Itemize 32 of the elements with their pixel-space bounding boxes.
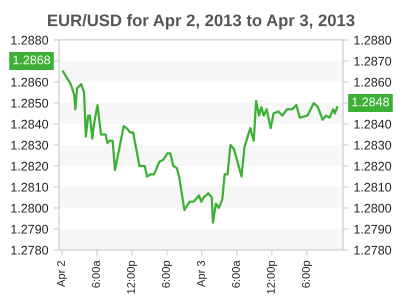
y-tick-label: 1.2820 [11, 162, 48, 171]
y-tick-label: 1.2780 [11, 246, 48, 255]
y2-tick-label: 1.2880 [354, 36, 392, 45]
x-tick-label: 6:00a [92, 260, 100, 288]
y2-tick-label: 1.2800 [354, 204, 392, 213]
x-tick-label: Apr 2 [57, 260, 68, 287]
y2-tick-label: 1.2790 [354, 224, 392, 234]
y2-tick-label: 1.2830 [354, 140, 392, 150]
x-tick-label: 6:00p [302, 260, 312, 288]
y-tick-label: 1.2800 [11, 204, 48, 213]
line-series [62, 70, 338, 224]
y2-tick-label: 1.2860 [354, 78, 392, 87]
y2-tick-label: 1.2780 [354, 246, 392, 255]
y-tick-label: 1.2860 [11, 78, 48, 87]
y-tick-label: 1.2810 [11, 182, 48, 192]
y2-tick-label: 1.2840 [354, 120, 392, 129]
y-tick-label: 1.2880 [11, 36, 48, 45]
x-tick-label: 6:00a [232, 260, 240, 288]
x-tick-label: 6:00p [162, 260, 172, 288]
chart-title: EUR/USD for Apr 2, 2013 to Apr 3, 2013 [48, 14, 354, 30]
y2-tick-label: 1.2810 [354, 182, 392, 192]
y-tick-label: 1.2830 [11, 140, 48, 150]
text: 1.2868 [13, 55, 50, 64]
x-tick-label: 12:00p [266, 260, 278, 294]
y-tick-label: 1.2790 [11, 224, 48, 234]
y2-tick-label: 1.2820 [354, 162, 392, 171]
y-tick-label: 1.2840 [11, 120, 48, 129]
text: 1.2848 [352, 97, 390, 106]
x-tick-label: Apr 3 [196, 260, 208, 287]
x-tick-label: 12:00p [127, 260, 138, 294]
y-tick-label: 1.2850 [11, 98, 48, 108]
y2-tick-label: 1.2870 [354, 56, 392, 66]
